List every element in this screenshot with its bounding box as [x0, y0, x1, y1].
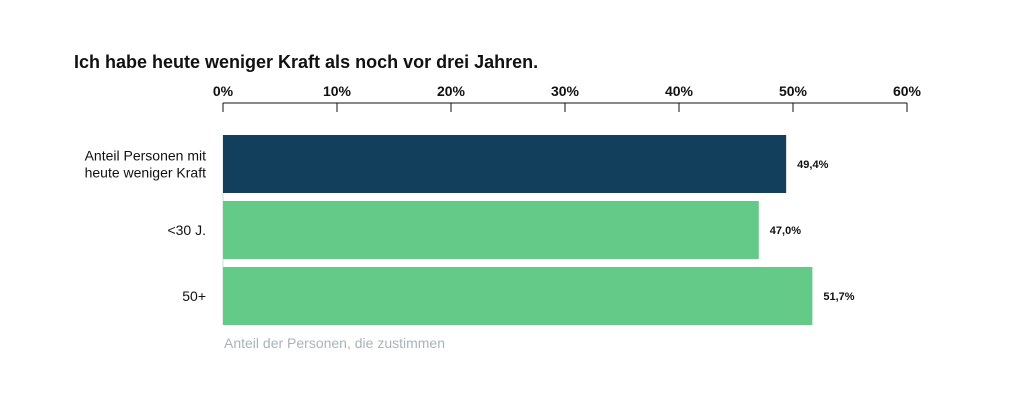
x-axis-label: Anteil der Personen, die zustimmen: [224, 335, 445, 351]
x-tick-label: 20%: [437, 83, 466, 99]
x-tick-label: 40%: [665, 83, 694, 99]
x-tick-label: 60%: [893, 83, 922, 99]
x-tick-label: 50%: [779, 83, 808, 99]
bar-value-label: 47,0%: [770, 225, 801, 237]
chart-title: Ich habe heute weniger Kraft als noch vo…: [74, 52, 538, 72]
category-label-line: <30 J.: [167, 222, 206, 238]
category-label-line: heute weniger Kraft: [85, 165, 207, 181]
x-tick-label: 0%: [213, 83, 234, 99]
x-tick-label: 30%: [551, 83, 580, 99]
x-axis: 0% 10% 20% 30% 40% 50% 60%: [213, 83, 922, 325]
category-labels: Anteil Personen mit heute weniger Kraft <3…: [85, 148, 207, 305]
category-label: <30 J.: [167, 222, 206, 238]
bar: [223, 135, 787, 193]
category-label-line: Anteil Personen mit: [85, 148, 207, 164]
bar-value-label: 49,4%: [797, 159, 828, 171]
value-labels: 49,4% 47,0% 51,7%: [770, 159, 855, 303]
category-label: Anteil Personen mit heute weniger Kraft: [85, 148, 207, 181]
bar: [223, 267, 813, 325]
category-label-line: 50+: [182, 288, 206, 304]
x-tick-label: 10%: [323, 83, 352, 99]
bars: [223, 135, 813, 325]
category-label: 50+: [182, 288, 206, 304]
bar-value-label: 51,7%: [823, 291, 854, 303]
bar: [223, 201, 759, 259]
